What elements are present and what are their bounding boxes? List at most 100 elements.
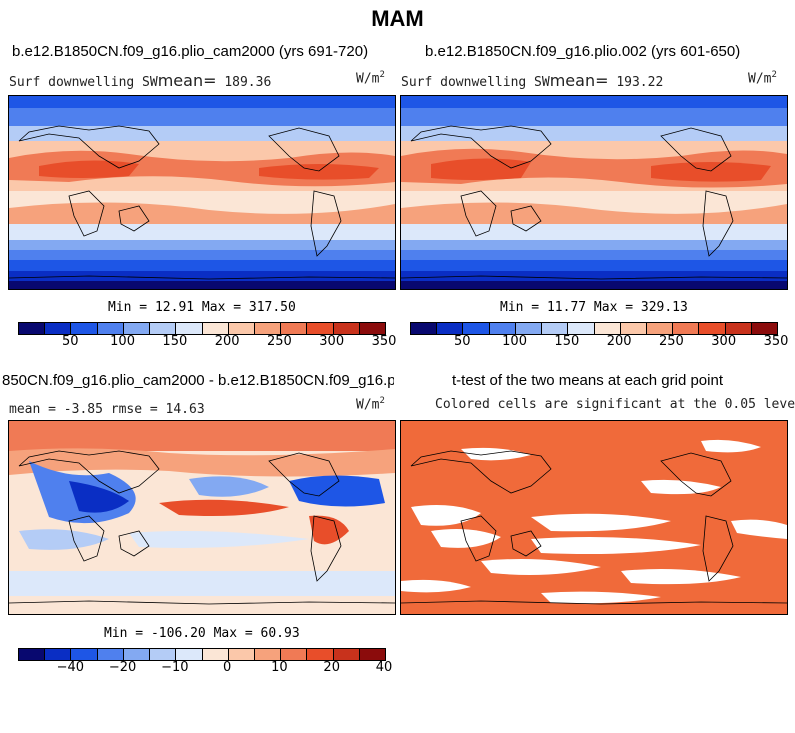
colorbar-swatch [228, 649, 255, 660]
units-bottom-left: W/m2 [356, 396, 385, 412]
colorbar-swatch [19, 649, 46, 660]
colorbar-swatch [568, 323, 595, 334]
colorbar-swatch [97, 649, 124, 660]
colorbar-swatch [359, 323, 386, 334]
colorbar-tick-label: 100 [502, 334, 527, 349]
colorbar-top-right [410, 322, 778, 335]
map-panel-bottom-right [400, 420, 788, 615]
colorbar-tick-label: 350 [763, 334, 789, 349]
colorbar-swatch [515, 323, 543, 334]
colorbar-swatch [594, 323, 621, 334]
colorbar-tick-label: −40 [56, 660, 84, 675]
colorbar-tick-label: 50 [454, 334, 471, 349]
colorbar-swatch [699, 323, 726, 334]
colorbar-tick-label: 10 [271, 660, 288, 675]
map-surf-sw-cam2000 [9, 96, 395, 289]
units-top-right: W/m2 [748, 70, 777, 86]
panel-title-top-left: b.e12.B1850CN.f09_g16.plio_cam2000 (yrs … [12, 43, 369, 60]
colorbar-swatch [45, 649, 72, 660]
colorbar-swatch [307, 649, 334, 660]
colorbar-swatch [176, 649, 203, 660]
colorbar-tick-label: 200 [214, 334, 240, 349]
mean-value: 193.22 [616, 75, 664, 90]
units-text: W/m [356, 397, 380, 413]
colorbar-tick-label: 250 [267, 334, 292, 349]
units-text: W/m [356, 71, 380, 87]
colorbar-ticks-bottom-left: −40 −20 −10 0 10 20 40 [18, 660, 393, 678]
colorbar-swatch [281, 323, 308, 334]
mean-label: mean= [157, 71, 217, 90]
variable-label-top-left: Surf downwelling SWmean= 189.36 [9, 71, 271, 90]
map-panel-bottom-left [8, 420, 396, 615]
variable-name: Surf downwelling SW [401, 75, 550, 90]
colorbar-tick-label: 250 [659, 334, 684, 349]
map-significance [401, 421, 787, 614]
colorbar-tick-label: 150 [554, 334, 580, 349]
colorbar-swatch [411, 323, 438, 334]
colorbar-swatch [71, 323, 98, 334]
colorbar-swatch [333, 649, 360, 660]
colorbar-swatch [489, 323, 516, 334]
colorbar-swatch [463, 323, 490, 334]
colorbar-swatch [542, 323, 569, 334]
subtitle-bottom-right: Colored cells are significant at the 0.0… [435, 397, 795, 412]
colorbar-swatch [359, 649, 386, 660]
figure-title: MAM [371, 6, 424, 31]
colorbar-swatch [437, 323, 464, 334]
colorbar-swatch [123, 649, 151, 660]
units-text: W/m [748, 71, 772, 87]
minmax-top-right: Min = 11.77 Max = 329.13 [500, 300, 688, 315]
colorbar-swatch [19, 323, 46, 334]
colorbar-swatch [150, 649, 177, 660]
units-exponent: 2 [771, 70, 777, 80]
colorbar-tick-label: 50 [62, 334, 79, 349]
colorbar-swatch [123, 323, 151, 334]
colorbar-swatch [228, 323, 255, 334]
map-surf-sw-plio002 [401, 96, 787, 289]
colorbar-swatch [202, 323, 229, 334]
colorbar-tick-label: −10 [161, 660, 189, 675]
colorbar-swatch [751, 323, 778, 334]
colorbar-swatch [307, 323, 334, 334]
panel-title-clip-bottom-left: 850CN.f09_g16.plio_cam2000 - b.e12.B1850… [0, 370, 394, 392]
colorbar-ticks-top-right: 50 100 150 200 250 300 350 [410, 334, 788, 352]
colorbar-tick-label: 300 [711, 334, 737, 349]
colorbar-tick-label: 100 [110, 334, 135, 349]
mean-label: mean= [549, 71, 609, 90]
colorbar-bottom-left [18, 648, 386, 661]
colorbar-tick-label: 300 [319, 334, 345, 349]
colorbar-swatch [45, 323, 72, 334]
colorbar-swatch [202, 649, 229, 660]
colorbar-swatch [673, 323, 700, 334]
colorbar-swatch [97, 323, 124, 334]
variable-label-top-right: Surf downwelling SWmean= 193.22 [401, 71, 663, 90]
colorbar-tick-label: 0 [223, 660, 232, 675]
colorbar-swatch [254, 323, 282, 334]
colorbar-tick-label: 40 [375, 660, 393, 675]
colorbar-swatch [333, 323, 360, 334]
minmax-bottom-left: Min = -106.20 Max = 60.93 [104, 626, 300, 641]
colorbar-swatch [620, 323, 647, 334]
minmax-top-left: Min = 12.91 Max = 317.50 [108, 300, 296, 315]
colorbar-ticks-top-left: 50 100 150 200 250 300 350 [18, 334, 396, 352]
map-panel-top-right [400, 95, 788, 290]
map-difference [9, 421, 395, 614]
colorbar-swatch [646, 323, 674, 334]
units-exponent: 2 [379, 70, 385, 80]
mean-value: 189.36 [224, 75, 272, 90]
colorbar-tick-label: 200 [606, 334, 632, 349]
colorbar-tick-label: 150 [162, 334, 188, 349]
panel-title-bottom-right: t-test of the two means at each grid poi… [452, 372, 723, 389]
units-exponent: 2 [379, 396, 385, 406]
colorbar-tick-label: −20 [108, 660, 137, 675]
colorbar-swatch [150, 323, 177, 334]
panel-title-bottom-left: 850CN.f09_g16.plio_cam2000 - b.e12.B1850… [2, 372, 394, 389]
colorbar-swatch [254, 649, 282, 660]
units-top-left: W/m2 [356, 70, 385, 86]
colorbar-top-left [18, 322, 386, 335]
colorbar-swatch [71, 649, 98, 660]
colorbar-tick-label: 350 [371, 334, 397, 349]
colorbar-tick-label: 20 [323, 660, 340, 675]
panel-title-top-right: b.e12.B1850CN.f09_g16.plio.002 (yrs 601-… [425, 43, 741, 60]
variable-name: Surf downwelling SW [9, 75, 158, 90]
